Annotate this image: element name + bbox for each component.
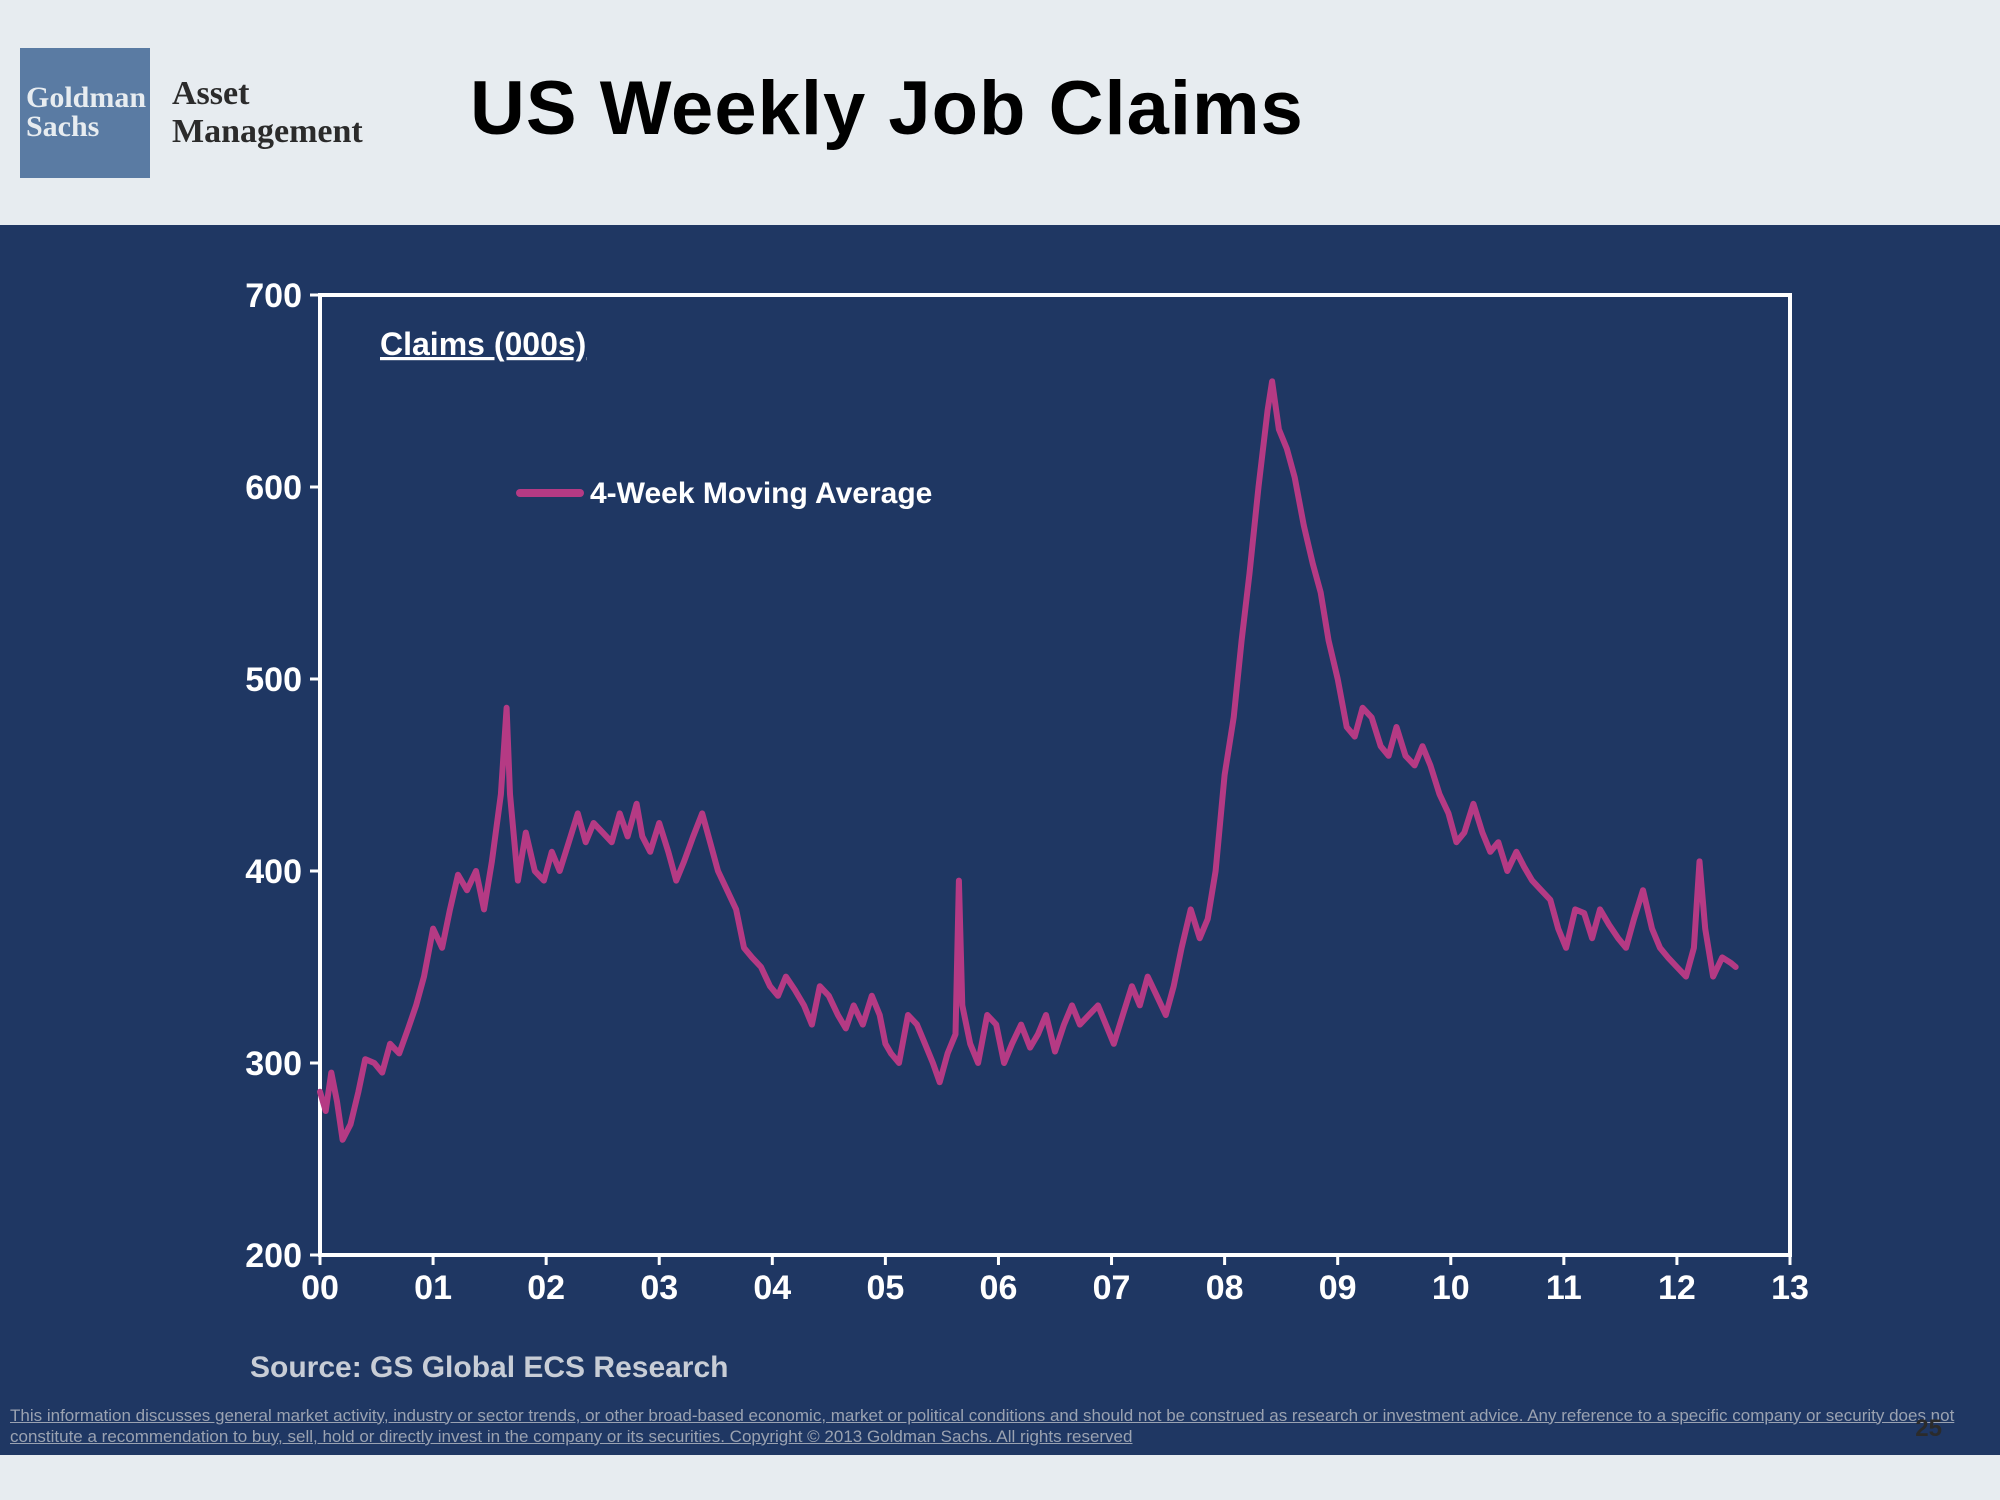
svg-text:00: 00 (301, 1269, 339, 1307)
disclaimer-text: This information discusses general marke… (10, 1405, 1960, 1448)
svg-text:13: 13 (1771, 1269, 1809, 1307)
svg-text:09: 09 (1319, 1269, 1357, 1307)
svg-text:05: 05 (866, 1269, 904, 1307)
svg-text:08: 08 (1206, 1269, 1244, 1307)
logo-line2: Sachs (26, 113, 150, 142)
page-title: US Weekly Job Claims (470, 65, 1304, 152)
line-chart: 200 300 400 500 600 700 00 01 02 03 04 05 06 07 08 09 10… (210, 275, 1810, 1325)
svg-text:10: 10 (1432, 1269, 1470, 1307)
svg-text:02: 02 (527, 1269, 565, 1307)
logo-line1: Goldman (26, 84, 150, 113)
svg-text:07: 07 (1093, 1269, 1131, 1307)
svg-text:01: 01 (414, 1269, 452, 1307)
svg-text:06: 06 (980, 1269, 1018, 1307)
svg-text:700: 700 (245, 277, 302, 315)
svg-text:03: 03 (640, 1269, 678, 1307)
svg-text:04: 04 (753, 1269, 791, 1307)
source-text: Source: GS Global ECS Research (250, 1351, 729, 1385)
svg-text:12: 12 (1658, 1269, 1696, 1307)
svg-text:200: 200 (245, 1237, 302, 1275)
brand-sub-line2: Management (172, 113, 363, 150)
svg-text:4-Week Moving Average: 4-Week Moving Average (590, 477, 932, 510)
gs-logo: Goldman Sachs (20, 48, 150, 178)
svg-text:300: 300 (245, 1045, 302, 1083)
svg-text:Claims (000s): Claims (000s) (380, 326, 586, 362)
brand-sub-line1: Asset (172, 75, 363, 112)
header: Goldman Sachs Asset Management US Weekly… (0, 0, 2000, 225)
brand-subtitle: Asset Management (172, 75, 363, 150)
chart-area: 200 300 400 500 600 700 00 01 02 03 04 05 06 07 08 09 10… (0, 225, 2000, 1455)
svg-text:600: 600 (245, 469, 302, 507)
svg-text:11: 11 (1546, 1269, 1582, 1307)
page-number: 25 (1915, 1414, 1942, 1444)
svg-text:400: 400 (245, 853, 302, 891)
svg-text:500: 500 (245, 661, 302, 699)
slide: Goldman Sachs Asset Management US Weekly… (0, 0, 2000, 1500)
